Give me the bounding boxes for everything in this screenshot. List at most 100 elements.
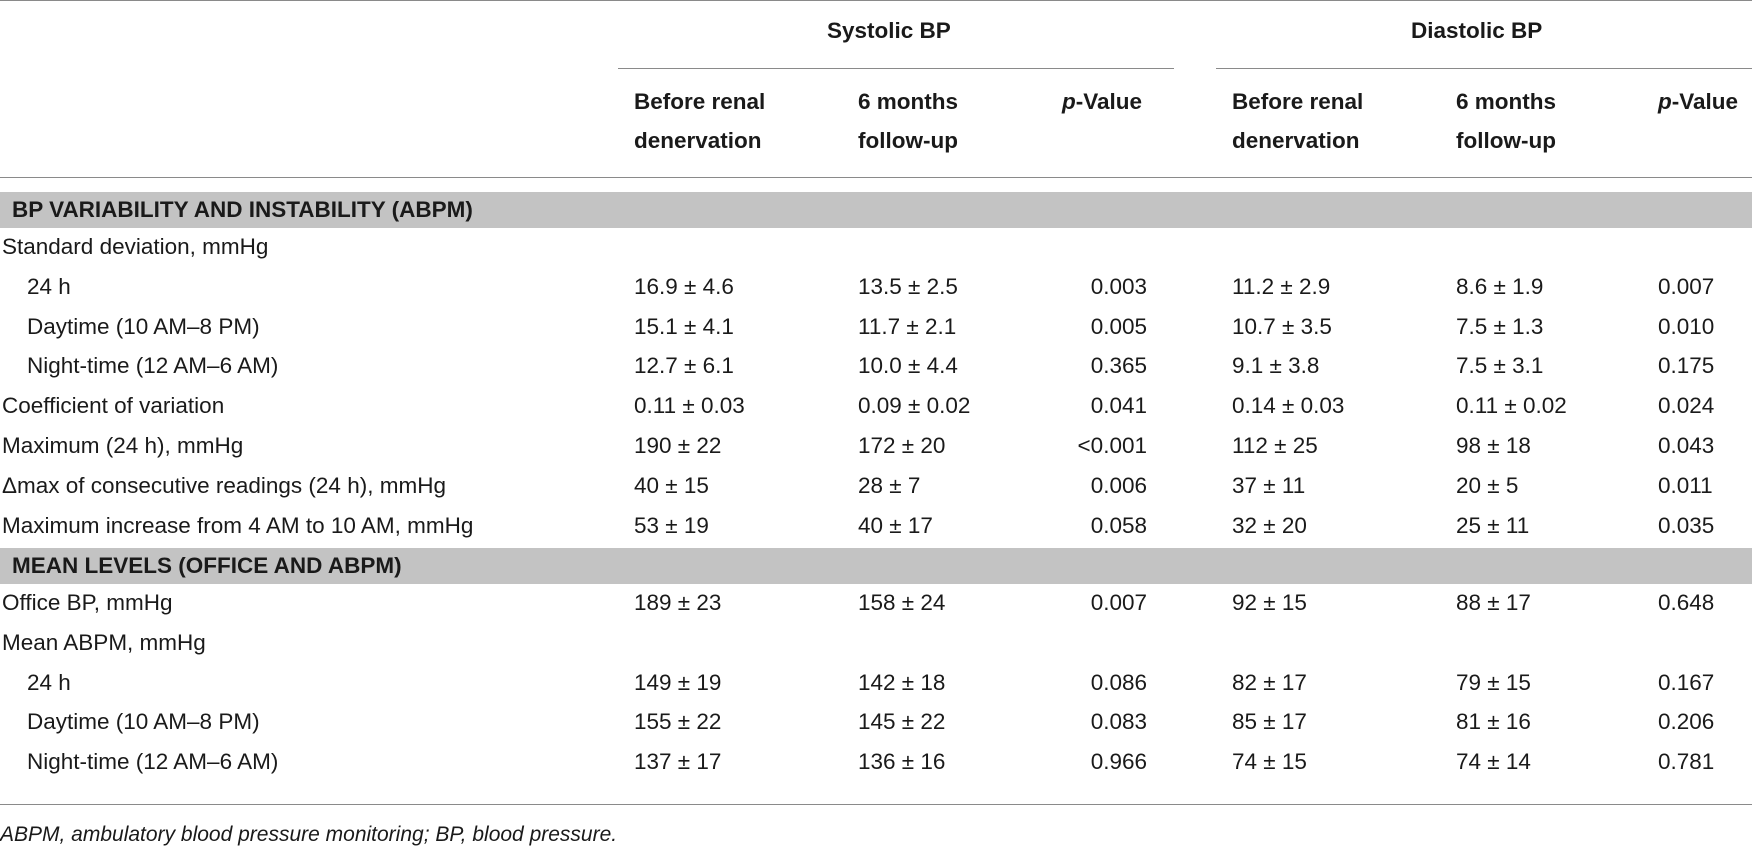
top-rule [0,0,1752,1]
sys-followup-value: 172 ± 20 [858,433,946,458]
sys-before-value: 0.11 ± 0.03 [634,393,745,419]
table-row: Δmax of consecutive readings (24 h), mmH… [0,467,1752,507]
dia-followup-value: 7.5 ± 3.1 [1456,353,1544,379]
dia-followup-value: 81 ± 16 [1456,709,1531,735]
sys-followup-value: 40 ± 17 [858,512,933,538]
table-row: Night-time (12 AM–6 AM) 137 ± 17 136 ± 16 0… [0,743,1752,783]
table-row: Maximum increase from 4 AM to 10 AM, mmH… [0,507,1752,547]
sys-followup-value: 10.0 ± 4.4 [858,353,958,379]
sys-p-value: 0.966 [1090,749,1147,775]
bottom-rule [0,804,1752,805]
section-title: MEAN LEVELS (OFFICE AND ABPM) [12,553,402,578]
dia-before-value: 0.14 ± 0.03 [1232,393,1345,419]
sys-before-value: 16.9 ± 4.6 [634,273,734,299]
section-band-mean-levels: MEAN LEVELS (OFFICE AND ABPM) [0,548,1752,584]
table-row: Daytime (10 AM–8 PM) 15.1 ± 4.1 11.7 ± 2.1… [0,308,1752,348]
row-label: Standard deviation, mmHg [2,234,269,259]
row-label: Δmax of consecutive readings (24 h), mmH… [2,472,446,498]
dia-followup-value: 8.6 ± 1.9 [1456,273,1544,299]
row-label: Coefficient of variation [2,393,225,419]
dia-before-value: 11.2 ± 2.9 [1232,273,1331,299]
row-label: Daytime (10 AM–8 PM) [27,709,260,735]
systolic-rule [618,68,1174,69]
table-row: Mean ABPM, mmHg [0,624,1752,664]
section-title: BP VARIABILITY AND INSTABILITY (ABPM) [12,197,473,222]
table-row: Standard deviation, mmHg [0,228,1752,268]
table-row: Coefficient of variation 0.11 ± 0.03 0.09 … [0,387,1752,427]
dia-p-value: 0.648 [1658,590,1715,615]
sys-before-value: 53 ± 19 [634,512,709,538]
diastolic-bp-header: Diastolic BP [1411,18,1543,43]
table-row: 24 h 16.9 ± 4.6 13.5 ± 2.5 0.003 11.2 ± 2.9 8… [0,268,1752,308]
sys-p-value: 0.041 [1090,393,1147,419]
dia-followup-value: 0.11 ± 0.02 [1456,393,1567,419]
sys-followup-value: 136 ± 16 [858,749,946,775]
dia-before-value: 82 ± 17 [1232,669,1307,695]
dia-before-header: Before renal denervation [1232,89,1364,153]
sys-before-value: 190 ± 22 [634,433,722,458]
sys-pvalue-header: p-Value [1062,89,1143,114]
dia-followup-value: 7.5 ± 1.3 [1456,313,1544,339]
dia-before-value: 37 ± 11 [1232,472,1306,498]
row-label: Night-time (12 AM–6 AM) [27,353,279,379]
dia-followup-value: 25 ± 11 [1456,512,1530,538]
dia-followup-header: 6 months follow-up [1456,89,1557,153]
dia-p-value: 0.010 [1658,313,1715,339]
row-label: Daytime (10 AM–8 PM) [27,313,260,339]
dia-followup-value: 88 ± 17 [1456,590,1531,615]
row-label: Mean ABPM, mmHg [2,629,206,655]
dia-before-value: 85 ± 17 [1232,709,1307,735]
dia-before-value: 32 ± 20 [1232,512,1307,538]
row-label: 24 h [27,669,71,695]
diastolic-rule [1216,68,1752,69]
sys-p-value: 0.365 [1090,353,1147,379]
dia-p-value: 0.043 [1658,433,1715,458]
dia-before-value: 9.1 ± 3.8 [1232,353,1320,379]
table-row: Night-time (12 AM–6 AM) 12.7 ± 6.1 10.0 ± … [0,347,1752,387]
row-label: Maximum (24 h), mmHg [2,433,244,458]
row-label: 24 h [27,273,71,299]
sys-followup-value: 158 ± 24 [858,590,946,615]
dia-p-value: 0.011 [1658,472,1713,498]
sys-followup-value: 0.09 ± 0.02 [858,393,971,419]
sys-followup-value: 145 ± 22 [858,709,946,735]
sys-p-value: 0.007 [1090,590,1147,615]
dia-before-value: 74 ± 15 [1232,749,1307,775]
dia-p-value: 0.206 [1658,709,1715,735]
sys-p-value: 0.006 [1090,472,1147,498]
header-rule [0,177,1752,178]
dia-p-value: 0.007 [1658,273,1715,299]
sys-before-header: Before renal denervation [634,89,766,153]
row-label: Office BP, mmHg [2,590,173,615]
dia-followup-value: 74 ± 14 [1456,749,1531,775]
table-row: Daytime (10 AM–8 PM) 155 ± 22 145 ± 22 0.08… [0,703,1752,743]
sys-followup-value: 11.7 ± 2.1 [858,313,957,339]
dia-p-value: 0.024 [1658,393,1715,419]
sys-followup-value: 142 ± 18 [858,669,946,695]
footnote: ABPM, ambulatory blood pressure monitori… [0,823,618,846]
systolic-bp-header: Systolic BP [827,18,951,43]
section-band-variability: BP VARIABILITY AND INSTABILITY (ABPM) [0,192,1752,228]
dia-followup-value: 20 ± 5 [1456,472,1519,498]
sys-before-value: 15.1 ± 4.1 [634,313,734,339]
sys-before-value: 149 ± 19 [634,669,722,695]
sys-p-value: <0.001 [1077,433,1147,458]
dia-before-value: 112 ± 25 [1232,433,1318,458]
dia-p-value: 0.781 [1658,749,1715,775]
sys-p-value: 0.058 [1090,512,1147,538]
sys-followup-value: 13.5 ± 2.5 [858,273,958,299]
dia-before-value: 10.7 ± 3.5 [1232,313,1332,339]
table-row: 24 h 149 ± 19 142 ± 18 0.086 82 ± 17 79 ± 15 0… [0,664,1752,704]
sys-p-value: 0.003 [1090,273,1147,299]
dia-before-value: 92 ± 15 [1232,590,1307,615]
table-row: Maximum (24 h), mmHg 190 ± 22 172 ± 20 <0.0… [0,427,1752,467]
table-row: Office BP, mmHg 189 ± 23 158 ± 24 0.007 92 ±… [0,584,1752,624]
sys-before-value: 189 ± 23 [634,590,722,615]
dia-followup-value: 79 ± 15 [1456,669,1531,695]
sys-before-value: 40 ± 15 [634,472,709,498]
row-label: Maximum increase from 4 AM to 10 AM, mmH… [2,512,474,538]
sys-followup-header: 6 months follow-up [858,89,959,153]
sys-before-value: 12.7 ± 6.1 [634,353,734,379]
sys-p-value: 0.005 [1090,313,1147,339]
